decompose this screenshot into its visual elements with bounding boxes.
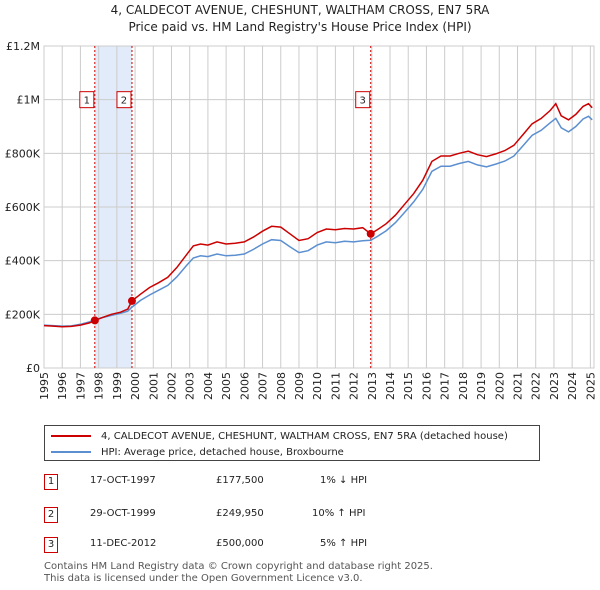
y-tick-label: £0 <box>26 362 40 375</box>
x-tick-label: 1996 <box>56 372 69 400</box>
x-tick-label: 2002 <box>165 372 178 400</box>
sale-badge-box-1 <box>79 91 95 109</box>
x-tick-label: 2007 <box>257 372 270 400</box>
price-chart: £0 £200K £400K £600K £800K £1M £1.2M 1995 1996 19… <box>5 40 598 400</box>
x-tick-label: 1998 <box>93 372 106 400</box>
x-tick-label: 2003 <box>184 372 197 400</box>
hpi-line <box>43 115 593 327</box>
legend-item-hpi: HPI: Average price, detached house, Brox… <box>51 444 344 460</box>
sale-hpi-3: 5% ↑ HPI <box>320 538 368 549</box>
sale-point-1 <box>90 316 99 325</box>
legend-swatch-property <box>51 435 91 437</box>
legend-item-property: 4, CALDECOT AVENUE, CHESHUNT, WALTHAM CR… <box>51 428 508 444</box>
sale-date-3: 11-DEC-2012 <box>90 538 157 549</box>
chart-title-line1: 4, CALDECOT AVENUE, CHESHUNT, WALTHAM CR… <box>110 3 490 17</box>
x-tick-label: 2025 <box>584 372 597 400</box>
legend-label-hpi: HPI: Average price, detached house, Brox… <box>101 446 344 458</box>
sale-price-1: £177,500 <box>216 475 264 486</box>
x-tick-label: 2005 <box>220 372 233 400</box>
sale-badge-label-2: 2 <box>121 96 127 107</box>
sale-badge-label-3: 3 <box>360 96 366 107</box>
footer-licence: This data is licensed under the Open Gov… <box>44 573 363 584</box>
x-tick-label: 2023 <box>548 372 561 400</box>
x-tick-label: 2018 <box>457 372 470 400</box>
chart-title-line2: Price paid vs. HM Land Registry's House … <box>128 20 472 34</box>
footer-copyright: Contains HM Land Registry data © Crown c… <box>44 561 433 572</box>
y-tick-label: £600K <box>5 201 41 214</box>
sale-price-2: £249,950 <box>216 508 264 519</box>
x-tick-label: 2020 <box>493 372 506 400</box>
x-tick-label: 2009 <box>293 372 306 400</box>
x-tick-label: 2015 <box>402 372 415 400</box>
legend: 4, CALDECOT AVENUE, CHESHUNT, WALTHAM CR… <box>44 425 540 461</box>
sale-badge-2: 2 <box>44 507 58 523</box>
x-tick-label: 2004 <box>202 372 215 400</box>
x-tick-label: 2011 <box>329 372 342 400</box>
sale-price-3: £500,000 <box>216 538 264 549</box>
sale-badge-1: 1 <box>44 474 58 490</box>
legend-label-property: 4, CALDECOT AVENUE, CHESHUNT, WALTHAM CR… <box>101 430 508 442</box>
y-tick-label: £1.2M <box>6 40 40 53</box>
y-tick-label: £1M <box>17 94 41 107</box>
x-tick-label: 2024 <box>566 372 579 400</box>
x-tick-label: 2021 <box>512 372 525 400</box>
x-tick-label: 2014 <box>384 372 397 400</box>
y-tick-label: £400K <box>5 255 41 268</box>
legend-swatch-hpi <box>51 451 91 453</box>
x-tick-label: 2001 <box>147 372 160 400</box>
sale-hpi-2: 10% ↑ HPI <box>312 508 366 519</box>
x-tick-label: 1999 <box>111 372 124 400</box>
x-tick-label: 2016 <box>420 372 433 400</box>
sale-date-1: 17-OCT-1997 <box>90 475 156 486</box>
x-tick-label: 2013 <box>366 372 379 400</box>
x-tick-label: 1995 <box>38 372 51 400</box>
sale-badge-box-2 <box>116 91 132 109</box>
footer: Contains HM Land Registry data © Crown c… <box>44 561 433 585</box>
sale-point-2 <box>127 296 136 305</box>
x-tick-label: 2010 <box>311 372 324 400</box>
y-tick-label: £200K <box>5 308 41 321</box>
x-tick-label: 2017 <box>439 372 452 400</box>
sale-point-3 <box>366 229 375 238</box>
x-tick-label: 2012 <box>348 372 361 400</box>
sale-badge-3: 3 <box>44 537 58 553</box>
x-tick-label: 2006 <box>238 372 251 400</box>
sale-badge-box-3 <box>355 91 371 109</box>
x-tick-label: 2019 <box>475 372 488 400</box>
x-tick-label: 2000 <box>129 372 142 400</box>
x-tick-label: 1997 <box>74 372 87 400</box>
x-tick-label: 2008 <box>275 372 288 400</box>
y-tick-label: £800K <box>5 147 41 160</box>
x-tick-label: 2022 <box>530 372 543 400</box>
sale-date-2: 29-OCT-1999 <box>90 508 156 519</box>
sale-hpi-1: 1% ↓ HPI <box>320 475 368 486</box>
sale-badge-label-1: 1 <box>84 96 90 107</box>
